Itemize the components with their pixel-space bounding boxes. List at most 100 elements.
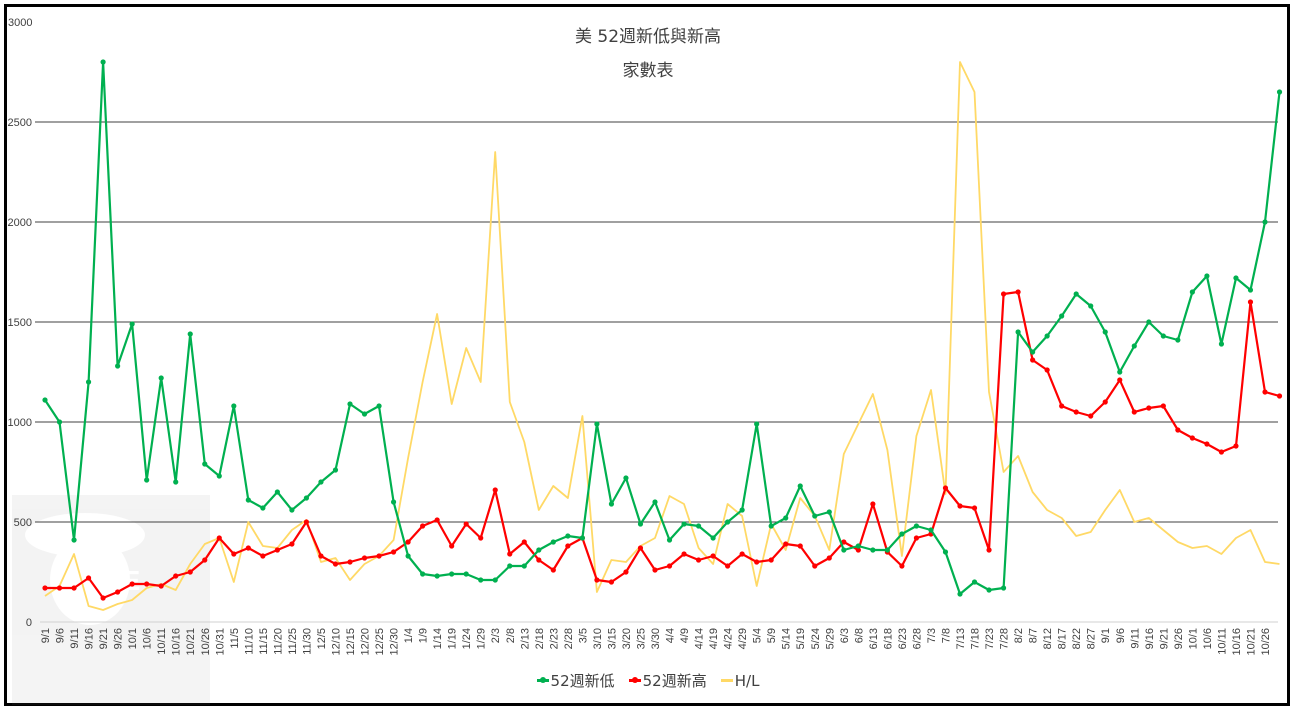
data-point [1233,275,1239,281]
legend: 52週新低 52週新高 H/L [0,670,1296,691]
data-point [521,539,527,545]
data-point [1088,413,1094,419]
data-point [1015,329,1021,335]
data-point [739,507,745,513]
x-tick-label: 10/21 [1245,628,1257,656]
data-point [812,513,818,519]
data-point [173,479,179,485]
data-point [1175,427,1181,433]
x-tick-label: 12/15 [345,628,357,656]
data-point [129,321,135,327]
data-point [986,587,992,593]
data-point [1233,443,1239,449]
data-point [158,583,164,589]
x-tick-label: 1/9 [418,628,430,643]
data-point [56,585,63,591]
data-point [550,567,556,573]
data-point [1000,291,1007,297]
data-point [536,557,542,563]
data-point [1175,337,1181,343]
data-point [754,559,760,565]
data-point [71,585,77,591]
x-tick-label: 12/10 [330,628,342,656]
data-point [1146,319,1152,325]
series-lines [42,59,1283,611]
x-tick-label: 10/1 [127,628,139,649]
x-tick-label: 8/22 [1071,628,1083,649]
legend-item-hl-ratio[interactable]: H/L [720,672,759,690]
x-tick-label: 5/24 [810,628,822,649]
x-tick-label: 9/11 [1129,628,1141,649]
x-tick-label: 9/16 [84,628,96,649]
series-line [44,60,1281,596]
x-tick-label: 9/16 [1144,628,1156,649]
x-tick-label: 1/19 [447,628,459,649]
data-point [594,421,600,427]
data-point [812,563,818,569]
series-line [44,61,1280,611]
data-point [1189,289,1195,295]
x-tick-label: 3/15 [606,628,618,649]
legend-item-new-low[interactable]: 52週新低 [536,670,615,691]
y-tick-label: 1500 [8,317,32,329]
legend-item-new-high[interactable]: 52週新高 [628,670,707,691]
x-tick-label: 2/28 [563,628,575,649]
y-tick-label: 1000 [8,417,32,429]
x-tick-label: 10/26 [200,628,212,656]
data-point [405,539,411,545]
x-tick-label: 1/29 [476,628,488,649]
data-point [260,553,266,559]
data-point [361,411,368,417]
x-tick-label: 4/19 [708,628,720,649]
data-point [666,537,673,543]
x-tick-label: 11/15 [258,628,270,655]
x-tick-label: 9/1 [40,628,52,643]
data-point [1059,403,1065,409]
data-point [594,577,600,583]
data-point [710,553,716,559]
x-tick-label: 3/20 [621,628,633,649]
data-point [376,403,382,409]
data-point [129,581,135,587]
data-point [841,547,847,553]
x-tick-label: 10/6 [1202,628,1214,649]
data-point [144,581,150,587]
data-point [216,535,222,541]
data-point [260,505,266,511]
x-tick-label: 3/30 [650,628,662,649]
data-point [652,567,658,573]
gridlines [35,121,1278,623]
legend-line-icon [720,679,733,682]
data-point [289,507,295,513]
x-tick-label: 10/16 [1231,628,1243,656]
data-point [274,547,280,553]
data-point [957,503,963,509]
data-point [361,555,368,561]
data-point [1088,303,1094,309]
data-point [420,571,426,577]
data-point [1189,435,1195,441]
x-tick-label: 7/13 [955,628,967,649]
x-tick-label: 10/26 [1260,628,1272,656]
chart-title: 美 52週新低與新高 [574,27,722,47]
data-point [390,549,397,555]
data-point [652,499,658,505]
x-tick-label: 9/21 [1158,628,1170,649]
chart-frame [4,4,1290,706]
data-point [855,543,861,549]
data-point [1204,441,1210,447]
data-point [1117,377,1123,383]
data-point [507,563,513,569]
data-point [623,475,629,481]
data-point [115,589,121,595]
x-tick-label: 4/4 [665,628,677,643]
x-tick-label: 6/13 [868,628,880,649]
data-point [216,473,222,479]
y-axis: 0 500 1000 1500 2000 2500 3000 [8,17,33,629]
x-tick-label: 9/6 [1115,628,1127,643]
data-point [1073,409,1079,415]
data-point [623,569,629,575]
data-point [1044,333,1050,339]
data-point [637,521,644,527]
data-point [942,549,949,555]
